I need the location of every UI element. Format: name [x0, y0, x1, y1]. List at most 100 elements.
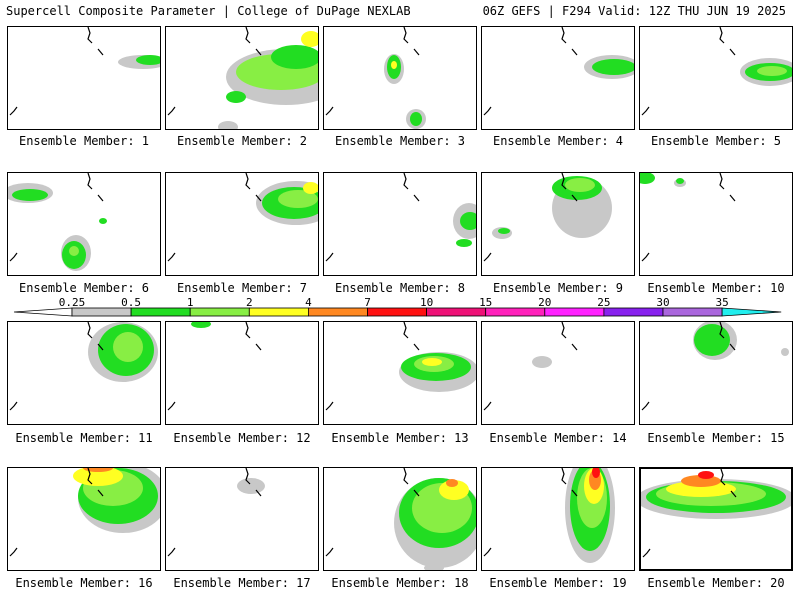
colorbar-tick-label: 15	[479, 296, 492, 309]
member-panel-11	[7, 321, 161, 425]
colorbar-tick-label: 0.25	[59, 296, 86, 309]
scp-field-map	[483, 468, 615, 563]
coastline	[403, 173, 409, 190]
colorbar-segment	[248, 307, 309, 317]
contour-shading	[666, 481, 736, 497]
member-label-19: Ensemble Member: 19	[489, 576, 627, 590]
member-panel-2	[165, 26, 319, 130]
contour-shading	[460, 212, 476, 230]
coastline	[97, 489, 104, 497]
member-panel-12	[165, 321, 319, 425]
scp-field-map	[641, 469, 791, 558]
contour-shading	[698, 471, 714, 479]
contour-shading	[424, 564, 444, 570]
coastline	[87, 468, 93, 485]
member-label-16: Ensemble Member: 16	[15, 576, 153, 590]
colorbar-segment	[307, 307, 368, 317]
contour-shading	[113, 332, 143, 362]
member-panel-4	[481, 26, 635, 130]
member-panel-10	[639, 172, 793, 276]
member-label-6: Ensemble Member: 6	[18, 281, 150, 295]
coastline	[413, 48, 420, 56]
coastline	[729, 194, 736, 202]
member-panel-6	[7, 172, 161, 276]
colorbar-segment	[485, 307, 546, 317]
coastline	[413, 343, 420, 351]
member-label-14: Ensemble Member: 14	[489, 431, 627, 445]
valid-time: 06Z GEFS | F294 Valid: 12Z THU JUN 19 20…	[482, 4, 786, 18]
contour-shading	[226, 91, 246, 103]
coastline	[87, 27, 93, 44]
coastline	[87, 173, 93, 190]
contour-shading	[136, 55, 160, 65]
contour-shading	[422, 358, 442, 366]
member-label-10: Ensemble Member: 10	[647, 281, 785, 295]
coastline	[719, 27, 725, 44]
scp-field-map	[167, 173, 318, 262]
contour-shading	[410, 112, 422, 126]
colorbar-segment	[189, 307, 250, 317]
coastline	[561, 468, 567, 485]
coastline	[571, 48, 578, 56]
contour-shading	[532, 356, 552, 368]
coastline	[325, 401, 334, 411]
contour-shading	[278, 190, 318, 208]
contour-shading	[99, 218, 107, 224]
colorbar-segment	[426, 307, 487, 317]
member-label-2: Ensemble Member: 2	[176, 134, 308, 148]
coastline	[403, 322, 409, 339]
coastline	[571, 194, 578, 202]
colorbar-tick-label: 10	[420, 296, 433, 309]
contour-shading	[83, 468, 113, 472]
member-label-5: Ensemble Member: 5	[650, 134, 782, 148]
coastline	[403, 468, 409, 485]
scp-field-map	[167, 27, 318, 129]
coastline	[413, 194, 420, 202]
colorbar-tick-label: 7	[364, 296, 371, 309]
coastline	[255, 343, 262, 351]
coastline	[641, 401, 650, 411]
contour-shading	[498, 228, 510, 234]
member-panel-7	[165, 172, 319, 276]
member-label-8: Ensemble Member: 8	[334, 281, 466, 295]
coastline	[325, 547, 334, 557]
colorbar-tick-label: 2	[246, 296, 253, 309]
scp-field-map	[325, 173, 476, 262]
member-panel-19	[481, 467, 635, 571]
colorbar-tick-label: 20	[538, 296, 551, 309]
scp-field-map	[325, 322, 476, 411]
coastline	[87, 322, 93, 339]
scp-field-map	[167, 468, 265, 557]
contour-shading	[303, 182, 318, 194]
coastline	[9, 106, 18, 116]
scp-field-map	[325, 468, 476, 570]
member-panel-18	[323, 467, 477, 571]
coastline	[483, 401, 492, 411]
member-label-3: Ensemble Member: 3	[334, 134, 466, 148]
coastline	[9, 547, 18, 557]
member-label-18: Ensemble Member: 18	[331, 576, 469, 590]
coastline	[255, 194, 262, 202]
coastline	[571, 343, 578, 351]
coastline	[561, 322, 567, 339]
coastline	[641, 252, 650, 262]
scp-field-map	[641, 322, 789, 411]
coastline	[167, 401, 176, 411]
coastline	[720, 469, 726, 486]
contour-shading	[757, 66, 787, 76]
contour-shading	[456, 239, 472, 247]
colorbar-legend: 0.25 0.5 1 2 4 7 10 15 20 25 30 35	[13, 296, 782, 317]
coastline	[9, 401, 18, 411]
colorbar-tick-label: 1	[187, 296, 194, 309]
coastline	[245, 322, 251, 339]
member-label-4: Ensemble Member: 4	[492, 134, 624, 148]
coastline	[719, 173, 725, 190]
contour-shading	[446, 479, 458, 487]
scp-field-map	[640, 173, 736, 262]
coastline	[729, 48, 736, 56]
contour-shading	[640, 173, 655, 184]
contour-shading	[73, 468, 123, 486]
member-label-17: Ensemble Member: 17	[173, 576, 311, 590]
colorbar-segment	[662, 307, 723, 317]
coastline	[255, 489, 262, 497]
